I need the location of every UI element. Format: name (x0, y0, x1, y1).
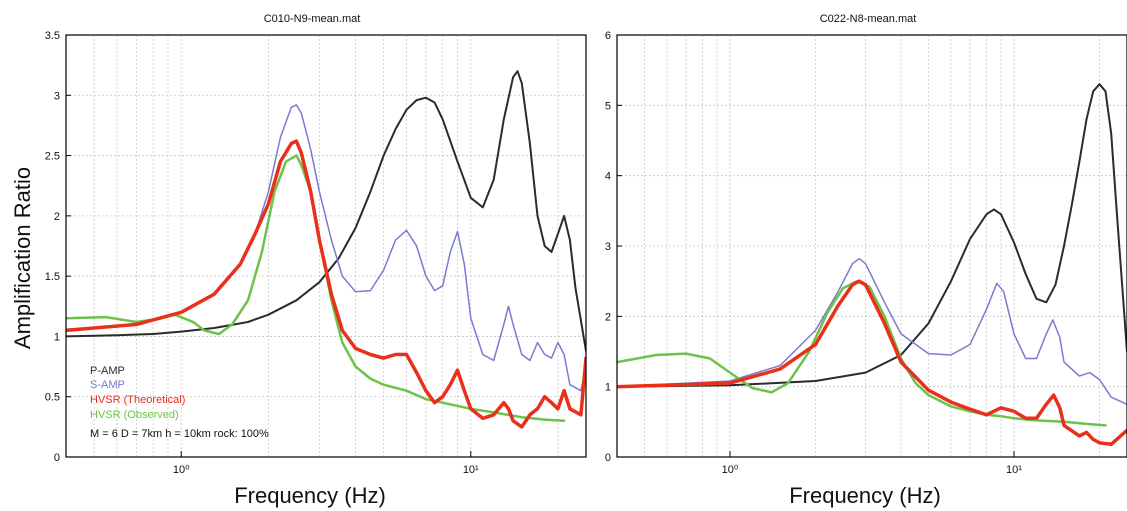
y-tick-label: 1.5 (45, 271, 60, 283)
series-lines (617, 83, 1127, 447)
chart-panel-right: C022-N8-mean.mat Frequency (Hz) 0 1 2 3 4 5 6 1… (605, 13, 1127, 508)
plot-area: 0 1 2 3 4 5 6 10⁰ 10¹ (605, 30, 1127, 476)
model-parameters-note: M = 6 D = 7km h = 10km rock: 100% (90, 428, 269, 440)
series-lines (66, 70, 586, 429)
y-tick-label: 0 (54, 452, 60, 464)
x-tick-label: 10¹ (1006, 464, 1022, 476)
legend: P-AMP S-AMP HVSR (Theoretical) HVSR (Obs… (90, 365, 269, 440)
x-tick-label: 10⁰ (173, 464, 190, 476)
y-tick-label: 2 (54, 211, 60, 223)
series-line-hvsr-observed (617, 279, 1107, 427)
y-tick-label: 3 (54, 90, 60, 102)
panel-title: C022-N8-mean.mat (820, 13, 917, 25)
series-line-p-amp (617, 83, 1127, 388)
series-line-p-amp (66, 70, 586, 352)
y-tick-label: 6 (605, 30, 611, 42)
series-line-s-amp (66, 104, 586, 392)
y-tick-label: 0.5 (45, 392, 60, 404)
panel-title: C010-N9-mean.mat (264, 13, 361, 25)
plot-background (66, 35, 586, 457)
x-axis-label: Frequency (Hz) (789, 483, 941, 508)
x-tick-label: 10¹ (463, 464, 479, 476)
y-tick-label: 1 (54, 331, 60, 343)
plot-area: 0 0.5 1 1.5 2 2.5 3 3.5 10⁰ 10¹ (45, 30, 587, 476)
y-tick-label: 4 (605, 171, 611, 183)
series-line-s-amp (617, 257, 1127, 406)
y-tick-label: 1 (605, 382, 611, 394)
series-line-hvsr-theoretical (617, 279, 1127, 447)
x-tick-label: 10⁰ (722, 464, 739, 476)
y-tick-label: 2.5 (45, 151, 60, 163)
series-line-hvsr-theoretical (66, 139, 586, 429)
plot-frame (616, 34, 1127, 458)
y-tick-label: 5 (605, 100, 611, 112)
grid (617, 35, 1127, 457)
x-axis-label: Frequency (Hz) (234, 483, 386, 508)
y-tick-label: 2 (605, 311, 611, 323)
y-axis-label: Amplification Ratio (10, 167, 35, 349)
plot-frame (65, 34, 587, 458)
chart-panel-left: C010-N9-mean.mat Frequency (Hz) 0 0.5 1 1.5… (45, 13, 587, 508)
y-tick-label: 3 (605, 241, 611, 253)
legend-entry-s-amp: S-AMP (90, 379, 125, 391)
legend-entry-hvsr-theoretical: HVSR (Theoretical) (90, 394, 185, 406)
y-tick-label: 0 (605, 452, 611, 464)
legend-entry-hvsr-observed: HVSR (Observed) (90, 409, 179, 421)
y-tick-label: 3.5 (45, 30, 60, 42)
legend-entry-p-amp: P-AMP (90, 365, 125, 377)
